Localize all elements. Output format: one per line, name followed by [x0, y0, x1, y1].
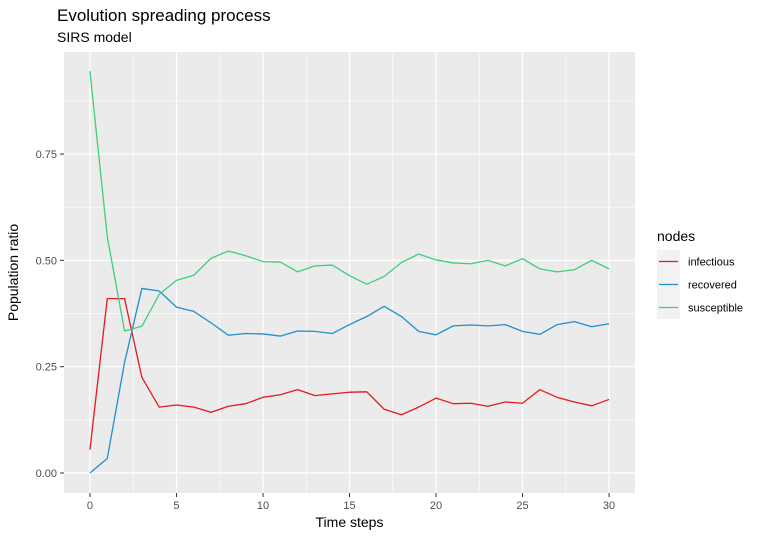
x-tick-label: 15 — [343, 500, 355, 512]
x-tick-label: 5 — [173, 500, 179, 512]
x-tick-label: 25 — [516, 500, 528, 512]
series-line-recovered — [89, 287, 610, 474]
x-axis-title: Time steps — [316, 514, 384, 530]
series-lines — [89, 71, 610, 474]
y-tick-label: 0.50 — [36, 255, 57, 267]
legend-label-susceptible: susceptible — [688, 303, 743, 315]
series-line-infectious — [89, 297, 610, 450]
x-axis: 0 5 10 15 20 25 30 — [87, 493, 615, 512]
grid-major — [64, 52, 635, 493]
x-tick-label: 10 — [257, 500, 269, 512]
y-tick-label: 0.75 — [36, 149, 57, 161]
legend-label-infectious: infectious — [688, 257, 735, 269]
legend-title: nodes — [657, 228, 695, 244]
series-line-susceptible — [89, 71, 610, 332]
y-tick-label: 0.00 — [36, 468, 57, 480]
chart-subtitle: SIRS model — [57, 29, 132, 45]
chart-title: Evolution spreading process — [57, 6, 271, 25]
x-tick-label: 0 — [87, 500, 93, 512]
y-tick-label: 0.25 — [36, 362, 57, 374]
y-axis-title: Population ratio — [5, 224, 21, 322]
x-tick-label: 20 — [430, 500, 442, 512]
x-tick-label: 30 — [603, 500, 615, 512]
legend: nodes infectious recovered susceptible — [657, 228, 743, 319]
legend-label-recovered: recovered — [688, 280, 737, 292]
y-axis: 0.00 0.25 0.50 0.75 — [36, 149, 64, 480]
